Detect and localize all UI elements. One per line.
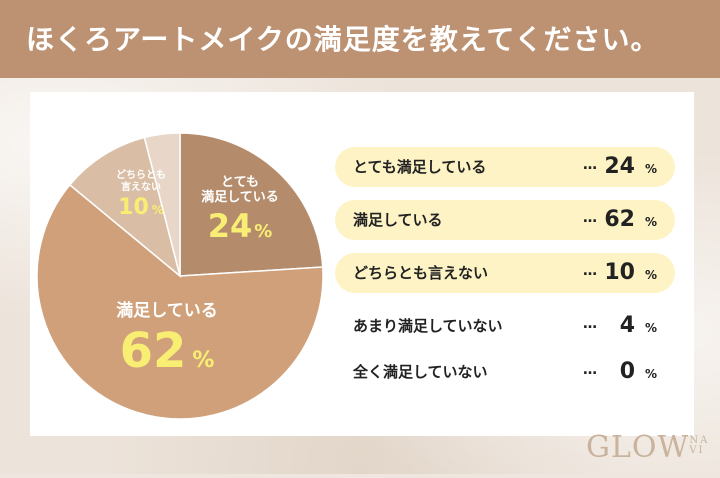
legend-dots: … bbox=[583, 316, 597, 332]
legend-value: 24 bbox=[604, 154, 635, 179]
pie-label-satisfied-line1: 満足している bbox=[116, 301, 218, 321]
legend-unit: % bbox=[644, 367, 657, 381]
page-title: ほくろアートメイクの満足度を教えてください。 bbox=[26, 23, 660, 56]
legend-dots: … bbox=[583, 157, 597, 173]
legend-unit: % bbox=[644, 321, 657, 335]
legend-dots: … bbox=[583, 263, 597, 279]
pie-slice-not-very-satisfied bbox=[143, 132, 181, 277]
logo-sub2: VI bbox=[689, 445, 705, 456]
pie-unit-very-satisfied: % bbox=[254, 220, 273, 242]
pie-label-neutral: どちらとも 言えない 10% bbox=[96, 170, 186, 220]
pie-unit-neutral: % bbox=[151, 203, 164, 217]
pie-value-satisfied: 62 bbox=[119, 322, 187, 379]
pie-slice-very-satisfied bbox=[179, 132, 324, 277]
pie-label-neutral-line1: どちらとも bbox=[116, 170, 166, 181]
legend-label: あまり満足していない bbox=[353, 317, 503, 335]
pie-slice-neutral bbox=[68, 136, 182, 279]
logo-sub1: NA bbox=[689, 435, 710, 446]
legend-item-neutral: どちらとも言えない … 10 % bbox=[335, 253, 675, 293]
legend-item-not-satisfied: 全く満足していない … 0 % bbox=[335, 352, 675, 392]
pie-label-very-satisfied-line1: とても bbox=[221, 175, 259, 190]
legend-value: 0 bbox=[619, 359, 635, 384]
legend-dots: … bbox=[583, 210, 597, 226]
pie-label-satisfied: 満足している 62% bbox=[92, 301, 242, 379]
legend-label: どちらとも言えない bbox=[353, 264, 489, 282]
pie-label-very-satisfied: とても 満足している 24% bbox=[190, 175, 290, 245]
legend-item-very-satisfied: とても満足している … 24 % bbox=[335, 147, 675, 187]
legend-value: 10 bbox=[604, 260, 635, 285]
pie-label-neutral-line2: 言えない bbox=[121, 181, 161, 193]
legend-label: 全く満足していない bbox=[353, 363, 488, 381]
pie-label-very-satisfied-line2: 満足している bbox=[201, 189, 279, 205]
legend-value: 62 bbox=[604, 207, 635, 232]
legend-unit: % bbox=[644, 215, 657, 229]
pie-value-neutral: 10 bbox=[118, 195, 149, 220]
legend-label: 満足している bbox=[353, 211, 443, 229]
pie-value-very-satisfied: 24 bbox=[207, 206, 253, 245]
glow-navi-logo: GLOWNA VI bbox=[586, 430, 709, 465]
logo-main: GLOW bbox=[586, 430, 690, 465]
legend-unit: % bbox=[644, 162, 657, 176]
pie-slice-satisfied bbox=[36, 183, 324, 420]
legend-dots: … bbox=[583, 362, 597, 378]
legend-unit: % bbox=[644, 268, 657, 282]
legend-value: 4 bbox=[619, 313, 635, 338]
pie-unit-satisfied: % bbox=[192, 347, 215, 373]
header-bar: ほくろアートメイクの満足度を教えてください。 bbox=[0, 0, 720, 78]
legend-label: とても満足している bbox=[353, 158, 487, 176]
legend-item-satisfied: 満足している … 62 % bbox=[335, 200, 675, 240]
legend-item-not-very-satisfied: あまり満足していない … 4 % bbox=[335, 306, 675, 346]
